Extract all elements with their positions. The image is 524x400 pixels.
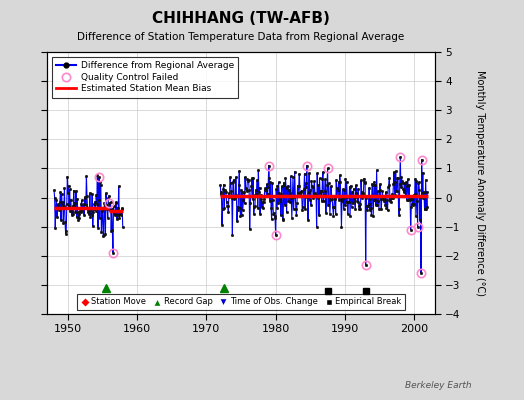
Text: CHIHHANG (TW-AFB): CHIHHANG (TW-AFB) <box>152 11 330 26</box>
Legend: Station Move, Record Gap, Time of Obs. Change, Empirical Break: Station Move, Record Gap, Time of Obs. C… <box>77 294 405 310</box>
Text: Difference of Station Temperature Data from Regional Average: Difference of Station Temperature Data f… <box>78 32 405 42</box>
Text: Berkeley Earth: Berkeley Earth <box>405 381 472 390</box>
Y-axis label: Monthly Temperature Anomaly Difference (°C): Monthly Temperature Anomaly Difference (… <box>475 70 485 296</box>
